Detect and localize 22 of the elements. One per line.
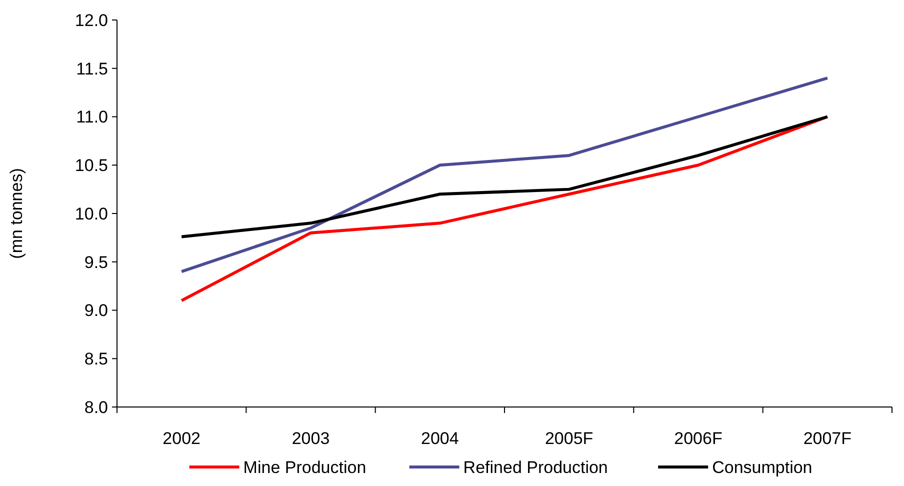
line-series [180, 115, 829, 238]
y-tick-label: 11.5 [76, 59, 108, 78]
y-tick-label: 12.0 [74, 10, 108, 30]
x-tick-label: 2006F [674, 429, 722, 448]
line-series [180, 115, 829, 302]
y-tick-label: 9.0 [84, 301, 108, 320]
x-tick-label: 2003 [292, 429, 330, 448]
y-tick-label: 9.5 [84, 252, 108, 272]
line-series [180, 76, 829, 274]
legend-label: Refined Production [463, 458, 608, 477]
y-tick-label: 10.0 [74, 204, 108, 224]
y-axis-title: (mn tonnes) [7, 168, 26, 259]
y-tick-label: 10.5 [74, 156, 108, 176]
legend-label: Mine Production [243, 458, 366, 477]
x-tick-label: 2007F [803, 429, 852, 448]
y-tick-label: 11.0 [76, 108, 108, 127]
legend-label: Consumption [712, 458, 812, 477]
y-tick-label: 8.0 [84, 398, 108, 417]
x-tick-label: 2004 [421, 429, 459, 448]
x-tick-label: 2005F [544, 429, 594, 448]
y-tick-label: 8.5 [84, 350, 108, 369]
x-tick-label: 2002 [162, 429, 200, 448]
